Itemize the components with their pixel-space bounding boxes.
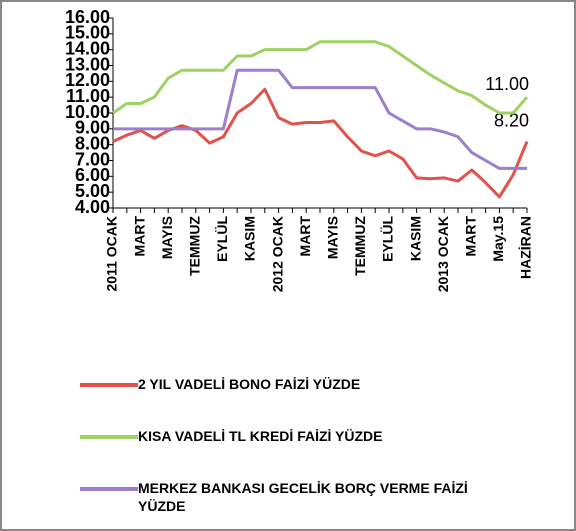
x-tick-label: TEMMUZ — [352, 216, 368, 276]
legend-swatch — [80, 435, 138, 439]
x-tick-label: EYLÜL — [380, 216, 396, 262]
y-tick-label: 14.00 — [65, 38, 110, 58]
y-tick-label: 4.00 — [75, 197, 110, 217]
y-tick-label: 7.00 — [75, 149, 110, 169]
legend-item: MERKEZ BANKASI GECELİK BORÇ VERME FAİZİ … — [80, 479, 520, 515]
series-line — [112, 87, 529, 199]
y-tick-label: 13.00 — [65, 54, 110, 74]
series-line — [112, 40, 529, 115]
x-tick-label: May.15 — [490, 216, 506, 262]
y-tick-label: 11.00 — [66, 86, 110, 106]
y-tick-label: 12.00 — [65, 70, 110, 90]
x-tick-label: KASIM — [242, 216, 258, 261]
y-tick-label: 10.00 — [65, 102, 110, 122]
y-tick-label: 8.00 — [75, 133, 110, 153]
x-tick-label: MAYIS — [159, 216, 175, 259]
x-tick-label: MAYIS — [325, 216, 341, 259]
data-label: 8.20 — [494, 110, 529, 130]
y-tick-label: 15.00 — [65, 23, 110, 43]
y-tick-label: 16.00 — [65, 7, 110, 27]
x-tick-label: MART — [131, 216, 147, 257]
data-label: 11.00 — [485, 74, 529, 94]
x-tick-label: HAZİRAN — [518, 216, 534, 279]
x-tick-label: KASIM — [407, 216, 423, 261]
legend-item: 2 YIL VADELİ BONO FAİZİ YÜZDE — [80, 375, 520, 393]
y-tick-label: 9.00 — [75, 118, 110, 138]
legend-label: KISA VADELİ TL KREDİ FAİZİ YÜZDE — [138, 428, 383, 444]
x-tick-label: 2012 OCAK — [269, 216, 285, 292]
series-line — [113, 68, 527, 170]
x-tick-label: 2011 OCAK — [104, 216, 120, 291]
y-tick-label: 6.00 — [75, 165, 110, 185]
legend-swatch — [80, 487, 138, 491]
legend-label: MERKEZ BANKASI GECELİK BORÇ VERME FAİZİ … — [138, 480, 468, 514]
legend-label: 2 YIL VADELİ BONO FAİZİ YÜZDE — [138, 376, 361, 392]
x-tick-label: 2013 OCAK — [435, 216, 451, 292]
x-tick-label: EYLÜL — [214, 216, 230, 262]
legend-item: KISA VADELİ TL KREDİ FAİZİ YÜZDE — [80, 427, 520, 445]
x-tick-label: MART — [463, 216, 479, 257]
legend-swatch — [80, 383, 138, 387]
y-tick-label: 5.00 — [75, 181, 110, 201]
x-tick-label: TEMMUZ — [187, 216, 203, 276]
x-tick-label: MART — [297, 216, 313, 257]
